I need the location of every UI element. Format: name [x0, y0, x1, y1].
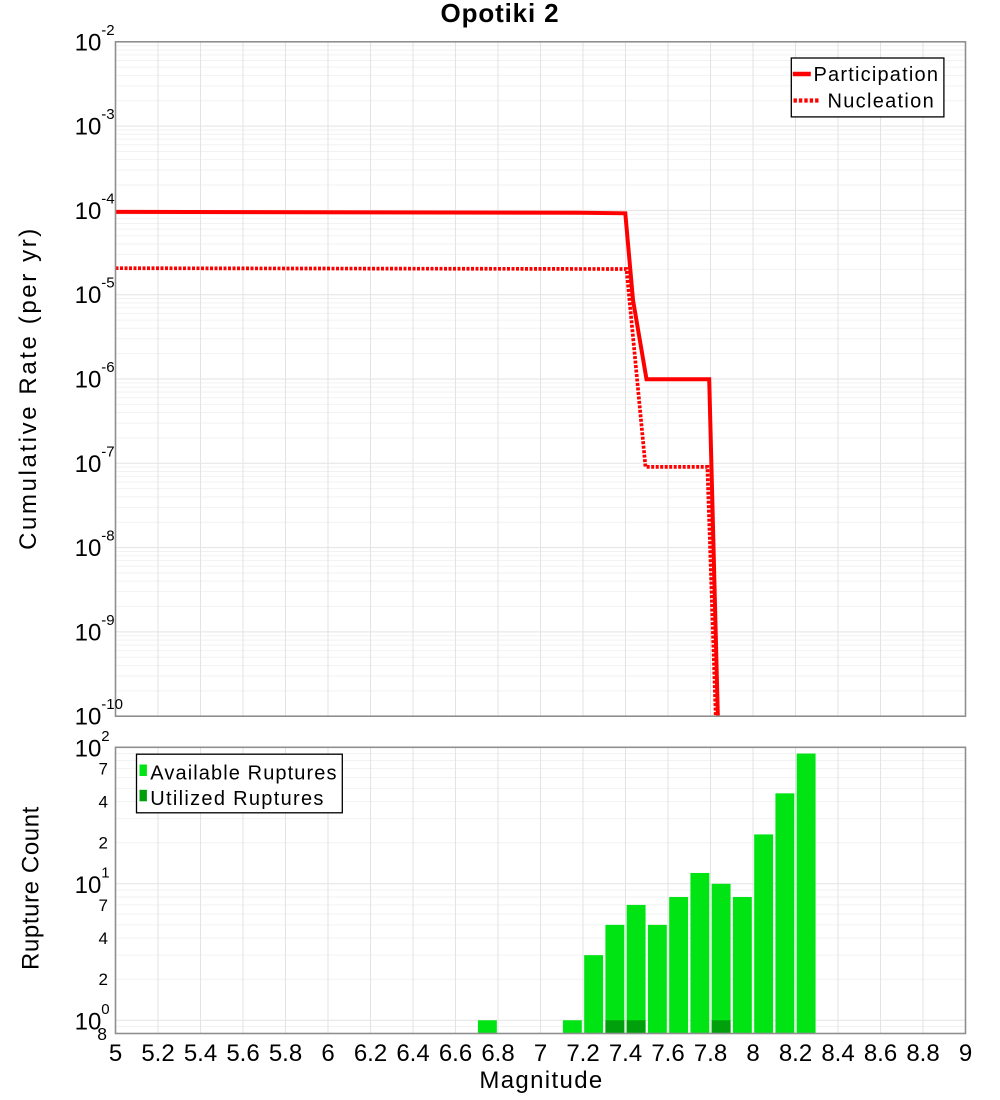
svg-text:Magnitude: Magnitude — [479, 1067, 603, 1094]
svg-text:7.2: 7.2 — [566, 1040, 599, 1067]
svg-text:7.6: 7.6 — [651, 1040, 684, 1067]
svg-text:6: 6 — [321, 1040, 334, 1067]
svg-text:4: 4 — [99, 793, 108, 812]
svg-text:6.6: 6.6 — [439, 1040, 472, 1067]
svg-text:Cumulative Rate (per yr): Cumulative Rate (per yr) — [15, 226, 42, 550]
svg-text:5.6: 5.6 — [226, 1040, 259, 1067]
svg-text:7: 7 — [534, 1040, 547, 1067]
svg-text:Participation: Participation — [814, 64, 940, 86]
svg-text:6.8: 6.8 — [481, 1040, 514, 1067]
svg-text:5.2: 5.2 — [141, 1040, 174, 1067]
svg-text:Nucleation: Nucleation — [828, 91, 936, 113]
svg-text:8: 8 — [97, 1024, 107, 1044]
svg-text:5.8: 5.8 — [269, 1040, 302, 1067]
svg-text:6.4: 6.4 — [396, 1040, 429, 1067]
svg-text:4: 4 — [99, 929, 108, 948]
svg-text:8.8: 8.8 — [906, 1040, 939, 1067]
svg-text:8.6: 8.6 — [864, 1040, 897, 1067]
svg-text:Opotiki 2: Opotiki 2 — [441, 0, 560, 28]
svg-text:6.2: 6.2 — [354, 1040, 387, 1067]
svg-text:5: 5 — [109, 1040, 122, 1067]
svg-text:7.8: 7.8 — [694, 1040, 727, 1067]
svg-text:Utilized Ruptures: Utilized Ruptures — [150, 788, 324, 810]
svg-text:Available Ruptures: Available Ruptures — [150, 763, 337, 785]
svg-text:8.2: 8.2 — [779, 1040, 812, 1067]
svg-text:2: 2 — [99, 970, 108, 989]
svg-text:9: 9 — [959, 1040, 972, 1067]
svg-text:Rupture Count: Rupture Count — [18, 806, 45, 970]
svg-text:2: 2 — [99, 834, 108, 853]
svg-text:7.4: 7.4 — [609, 1040, 642, 1067]
svg-text:8.4: 8.4 — [821, 1040, 854, 1067]
svg-text:5.4: 5.4 — [184, 1040, 217, 1067]
svg-text:8: 8 — [746, 1040, 759, 1067]
svg-text:7: 7 — [99, 759, 108, 778]
svg-text:7: 7 — [99, 896, 108, 915]
